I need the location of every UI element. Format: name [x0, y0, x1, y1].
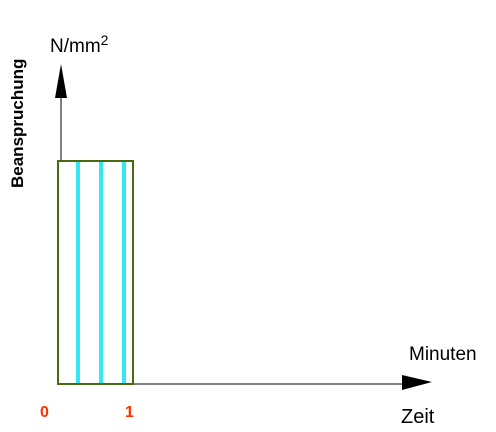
load-block: [57, 160, 134, 385]
y-axis-label: Beanspruchung: [8, 59, 27, 188]
x-unit-label: Minuten: [409, 344, 477, 365]
tick-label-end: 1: [125, 404, 134, 421]
x-axis-arrowhead: [402, 375, 432, 390]
x-axis-label: Zeit: [401, 406, 435, 428]
y-unit-exponent: 2: [101, 32, 109, 48]
tick-label-start: 0: [40, 404, 49, 421]
y-unit-label: N/mm2: [50, 32, 109, 57]
load-block-outline: [57, 160, 134, 385]
y-axis-arrowhead: [55, 64, 67, 98]
y-unit-base: N/mm: [50, 36, 101, 57]
load-block-fill: [58, 161, 133, 384]
